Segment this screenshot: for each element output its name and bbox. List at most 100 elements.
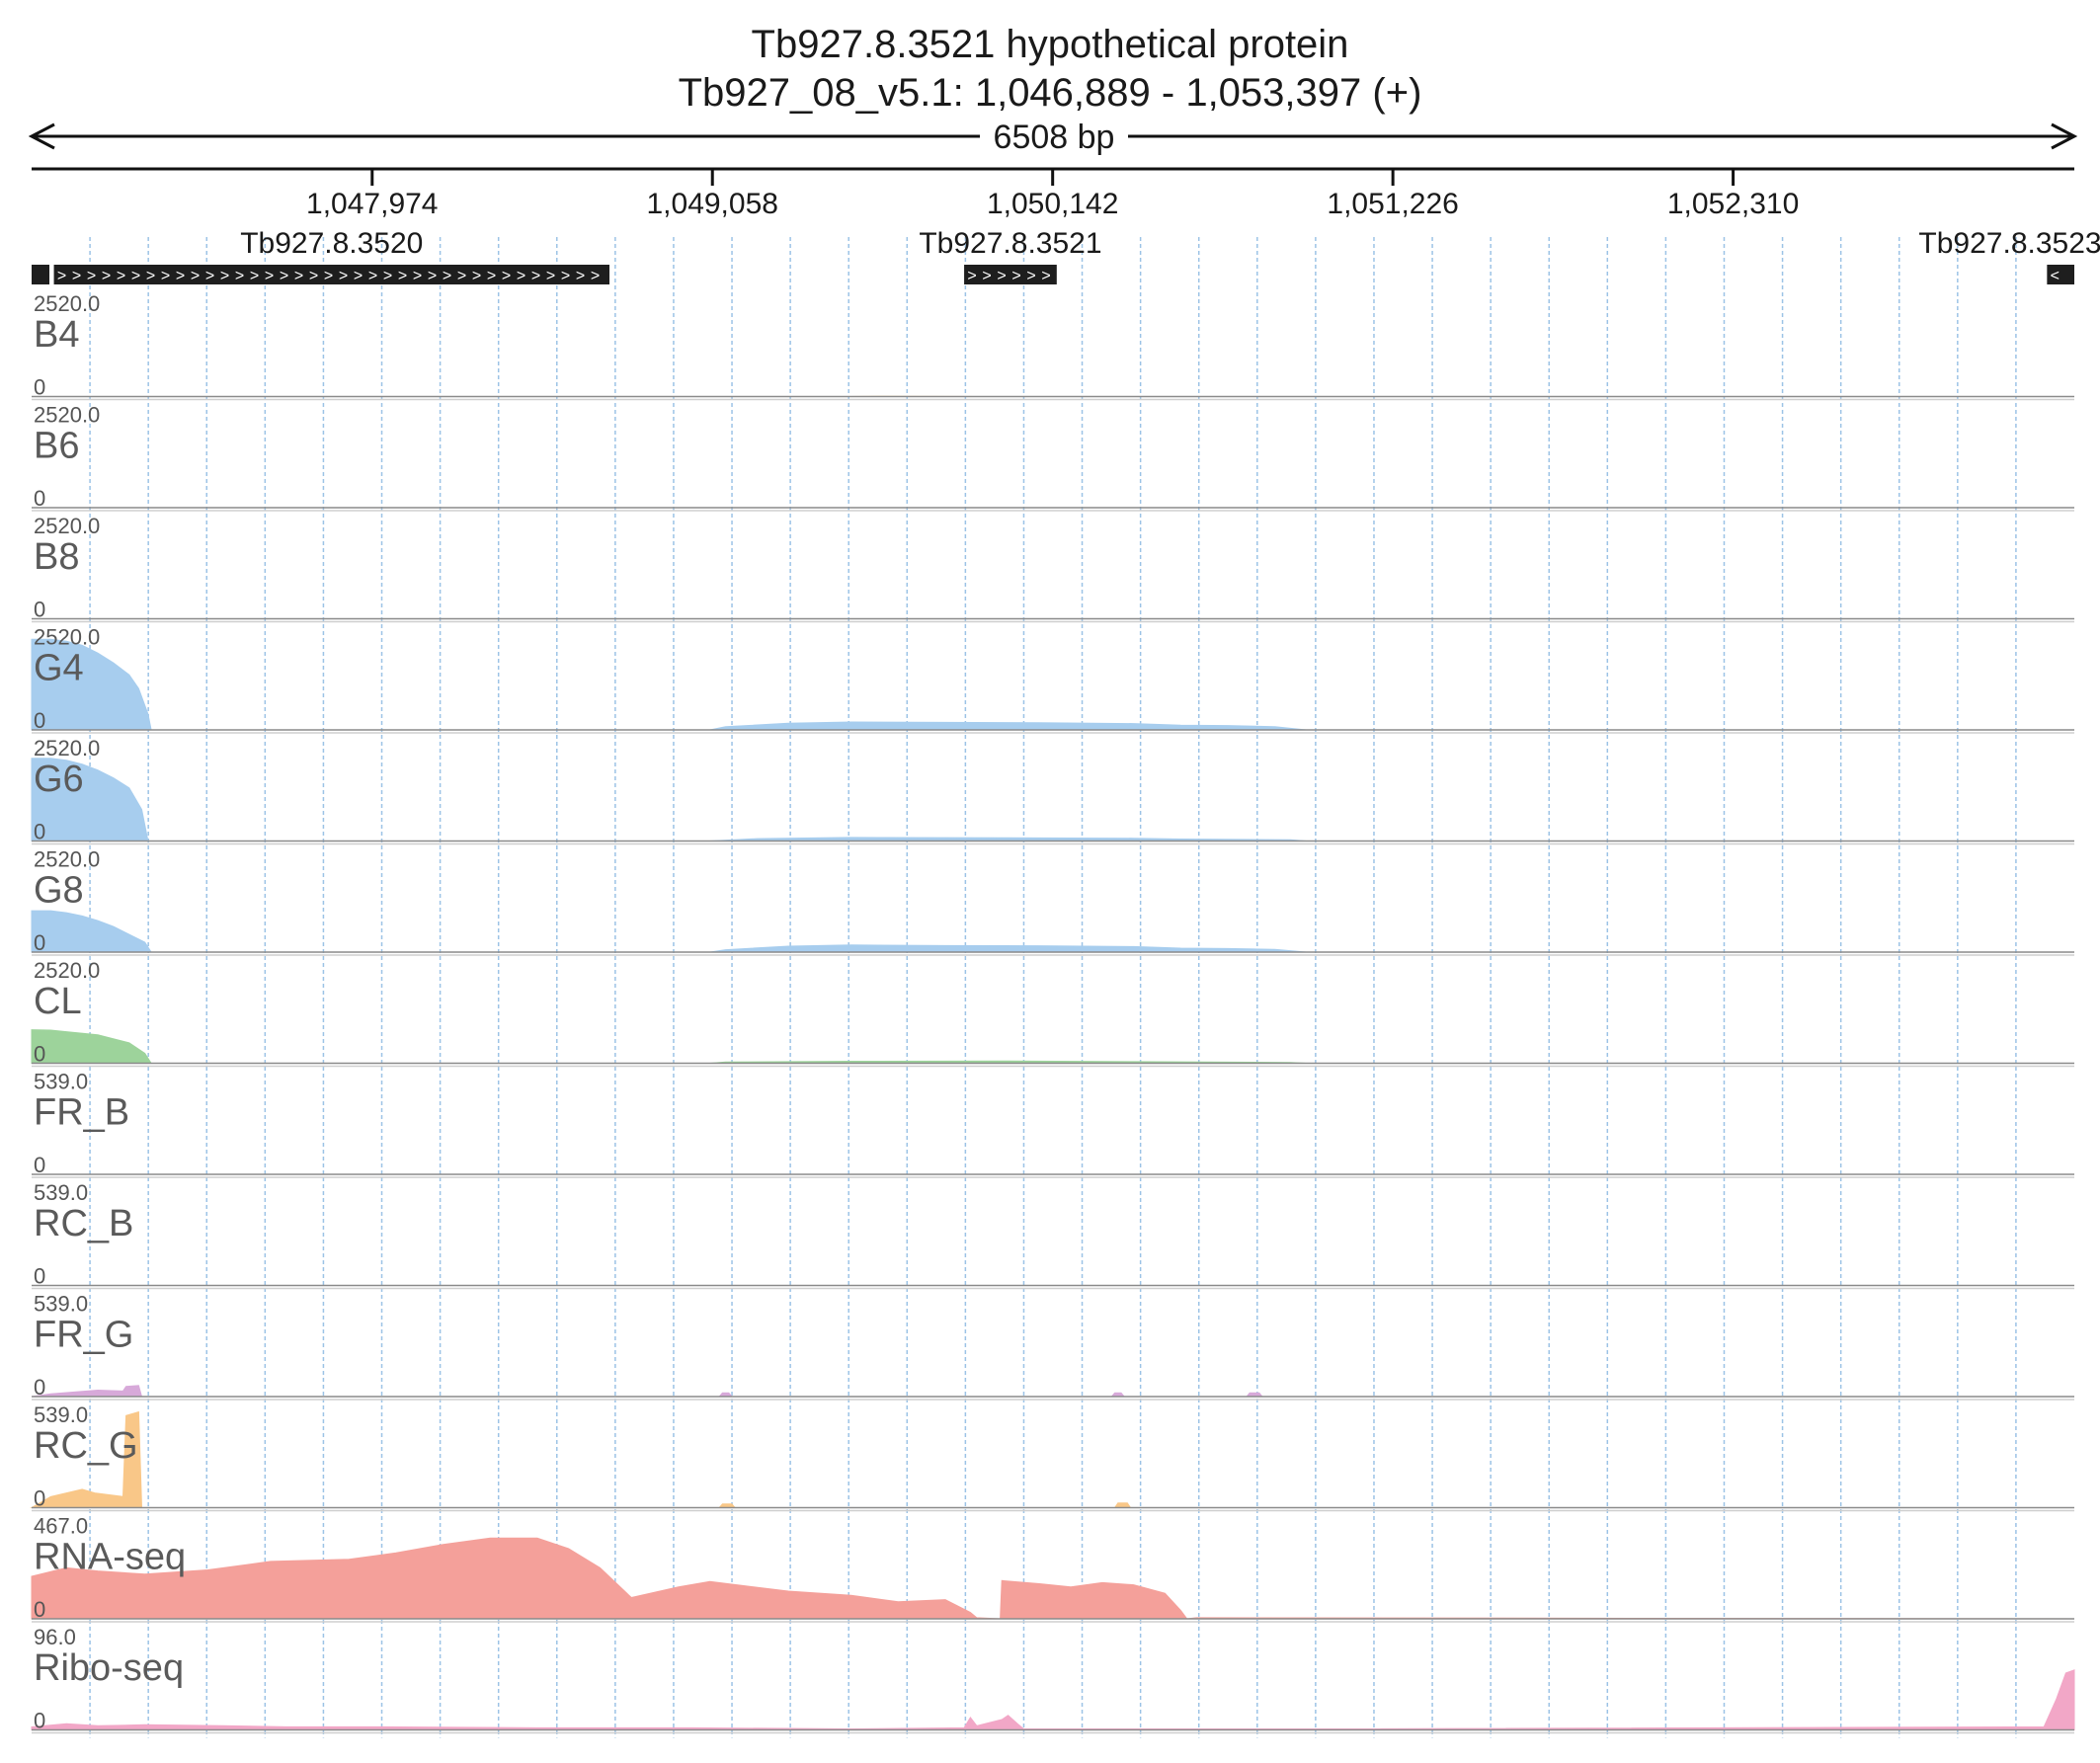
gene-model-stub [32,265,49,284]
track-name: RC_B [34,1203,133,1244]
track-max-label: 467.0 [34,1514,88,1539]
strand-chevron-icon: > [235,268,244,284]
coverage-area [31,910,2074,953]
gene-model [2047,265,2074,284]
gene-model [53,265,610,284]
strand-chevron-icon: > [1026,268,1035,284]
strand-chevron-icon: > [967,268,976,284]
track-fr_b: 539.0FR_B 0 [32,1070,2074,1178]
ruler-ticks: 1,047,974 1,049,058 1,050,142 1,051,226 1,05… [306,169,1799,220]
strand-chevron-icon: > [546,268,555,284]
gene-track: > > > > > > > > > > > > > > > > > > > > > > > > > > > > > > > > > > > > > Tb9… [32,227,2100,284]
locus-label: Tb927_08_v5.1: 1,046,889 - 1,053,397 (+) [679,71,1422,115]
strand-chevron-icon: > [398,268,407,284]
strand-chevron-icon: > [280,268,288,284]
track-max-label: 2520.0 [34,625,100,650]
strand-chevron-icon: > [102,268,111,284]
ruler-tick-label: 1,051,226 [1327,188,1458,220]
track-name: G8 [34,870,84,912]
strand-chevron-icon: > [117,268,125,284]
track-min-label: 0 [34,1597,45,1622]
track-rc_b: 539.0RC_B 0 [32,1180,2074,1290]
track-name: FR_G [34,1315,133,1356]
track-max-label: 539.0 [34,1292,88,1317]
track-name: G4 [34,648,84,689]
track-name: RNA-seq [34,1537,186,1578]
track-name: G6 [34,759,84,800]
strand-chevron-icon: > [220,268,229,284]
strand-chevron-icon: > [982,268,991,284]
strand-chevron-icon: > [309,268,318,284]
ruler-tick-label: 1,049,058 [646,188,777,220]
track-min-label: 0 [34,598,45,622]
track-min-label: 0 [34,375,45,400]
strand-chevron-icon: > [72,268,81,284]
track-name: Ribo-seq [34,1647,184,1689]
track-name: B4 [34,314,79,356]
strand-chevron-icon: > [146,268,155,284]
strand-chevron-icon: > [324,268,333,284]
track-cl: 2520.0CL 0 [31,958,2074,1068]
gene-label: Tb927.8.3523 [1918,227,2100,260]
strand-chevron-icon: > [502,268,511,284]
track-max-label: 2520.0 [34,291,100,316]
ruler-tick-label: 1,047,974 [306,188,438,220]
ruler-tick-label: 1,052,310 [1667,188,1799,220]
track-g8: 2520.0G8 0 [31,847,2074,956]
strand-chevron-icon: > [205,268,214,284]
track-b8: 2520.0B8 0 [32,514,2074,623]
strand-chevron-icon: > [354,268,363,284]
track-b6: 2520.0B6 0 [32,403,2074,512]
strand-chevron-icon: > [531,268,540,284]
strand-chevron-icon: > [87,268,96,284]
strand-chevron-icon: > [487,268,496,284]
track-min-label: 0 [34,1486,45,1511]
arrowhead-right-icon [2051,122,2078,150]
strand-chevron-icon: > [57,268,66,284]
strand-chevron-icon: > [1041,268,1050,284]
strand-chevron-icon: > [265,268,274,284]
ruler-tick-label: 1,050,142 [987,188,1118,220]
strand-chevron-icon: > [576,268,585,284]
strand-chevron-icon: > [591,268,600,284]
span-label: 6508 bp [994,119,1115,156]
strand-chevron-icon: > [413,268,422,284]
track-name: CL [34,981,82,1022]
strand-chevron-icon: > [561,268,570,284]
track-g6: 2520.0G6 0 [31,736,2074,845]
track-max-label: 2520.0 [34,736,100,761]
strand-chevron-icon: > [997,268,1006,284]
track-max-label: 2520.0 [34,958,100,983]
track-max-label: 2520.0 [34,847,100,872]
gene-label: Tb927.8.3520 [240,227,423,260]
track-b4: 2520.0B4 0 [32,291,2074,401]
track-max-label: 539.0 [34,1402,88,1427]
strand-chevron-icon: > [428,268,437,284]
arrowhead-left-icon [28,122,55,150]
coverage-area [31,1669,2075,1730]
track-name: B8 [34,536,79,578]
coverage-area [31,638,2074,731]
strand-chevron-icon: > [176,268,185,284]
coverage-area [30,1410,2074,1508]
track-max-label: 2520.0 [34,403,100,428]
chart-title: Tb927.8.3521 hypothetical protein [752,23,1349,66]
track-min-label: 0 [34,820,45,844]
strand-chevron-icon: > [1011,268,1020,284]
strand-chevron-icon: > [472,268,481,284]
track-min-label: 0 [34,708,45,733]
strand-chevron-icon: > [457,268,466,284]
coverage-area [31,1385,2074,1398]
coverage-tracks: 2520.0B402520.0B602520.0B802520.0G402520… [30,291,2075,1734]
strand-chevron-icon: > [443,268,451,284]
strand-chevron-icon: > [250,268,259,284]
strand-chevron-icon: > [517,268,525,284]
coverage-area [31,1029,2074,1064]
strand-chevron-icon: > [339,268,348,284]
track-min-label: 0 [34,1042,45,1067]
track-max-label: 539.0 [34,1070,88,1094]
track-max-label: 96.0 [34,1625,76,1649]
